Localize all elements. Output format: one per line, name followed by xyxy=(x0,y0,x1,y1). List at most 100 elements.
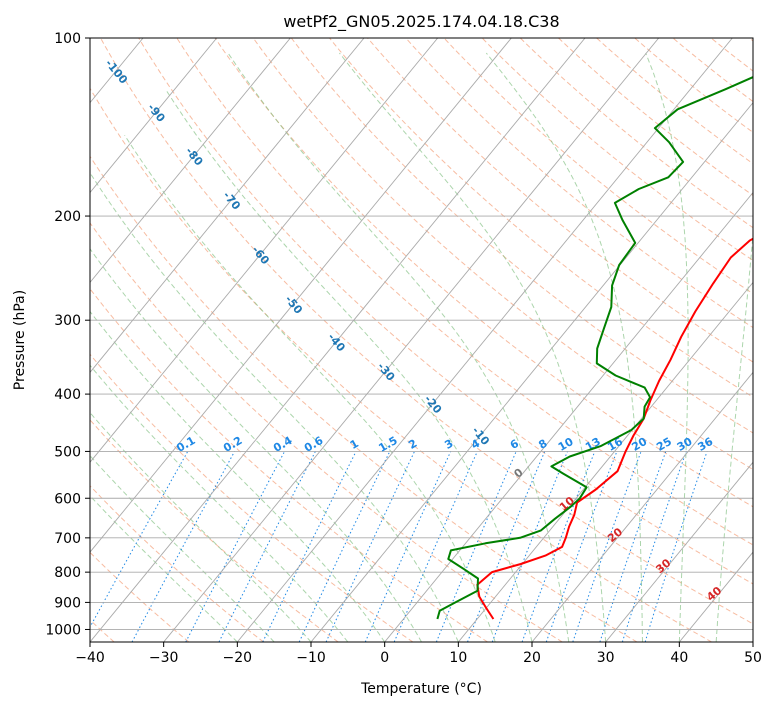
plot-area: -100-90-80-70-60-50-40-30-20-100.1 0.2 0.4… xyxy=(0,38,753,642)
isotherm-line xyxy=(605,461,753,642)
dry-adiabat xyxy=(90,155,638,642)
x-tick-label: 40 xyxy=(670,650,688,666)
wetbulb-label: 40 xyxy=(704,584,724,604)
dewpoint-line xyxy=(436,76,753,620)
mixing-ratio-line xyxy=(644,451,708,642)
isotherm-line xyxy=(236,38,733,642)
x-tick-label: 30 xyxy=(597,650,615,666)
moist-adiabat xyxy=(90,364,349,642)
isotherm-line xyxy=(90,38,439,463)
mixing-ratio-line xyxy=(599,451,667,642)
mixing-ratio-line xyxy=(467,451,546,642)
y-axis-label: Pressure (hPa) xyxy=(12,290,28,390)
dry-adiabat xyxy=(558,38,753,197)
dry-adiabat xyxy=(90,551,190,642)
y-tick-label: 400 xyxy=(54,387,81,403)
moist-adiabat xyxy=(339,52,607,642)
y-tick-label: 300 xyxy=(54,313,81,329)
isotherm-line xyxy=(163,38,660,642)
x-tick-label: 10 xyxy=(449,650,467,666)
dry-adiabat xyxy=(138,38,753,585)
plot-frame xyxy=(89,37,754,643)
mixing-ratio-line xyxy=(491,451,568,642)
y-tick-label: 900 xyxy=(54,595,81,611)
x-tick-label: 50 xyxy=(744,650,762,666)
moist-adiabat xyxy=(645,52,689,642)
isotherm-line xyxy=(678,551,753,642)
y-tick-label: 500 xyxy=(54,444,81,460)
isotherm-line xyxy=(90,38,291,284)
moist-adiabat xyxy=(227,52,570,642)
dry-adiabat xyxy=(176,38,753,546)
mixing-ratio-line xyxy=(131,451,236,642)
y-tick-label: 700 xyxy=(54,531,81,547)
dry-adiabat xyxy=(90,222,563,642)
wetbulb-label: 30 xyxy=(653,556,673,576)
dry-adiabats xyxy=(90,38,753,642)
mixing-ratio-line xyxy=(90,451,189,629)
isotherm-line xyxy=(90,38,218,194)
dry-adiabat xyxy=(90,288,488,642)
isotherm-line xyxy=(457,281,753,642)
x-tick-label: −20 xyxy=(223,650,253,666)
mixing-ratio-line xyxy=(545,451,618,642)
dry-adiabat xyxy=(481,38,753,262)
y-tick-label: 800 xyxy=(54,565,81,581)
dry-adiabat xyxy=(90,419,339,642)
moist-adiabat xyxy=(485,52,643,642)
mixing-ratio-line xyxy=(262,451,357,642)
temperature-line xyxy=(476,237,753,620)
mixing-ratio-line xyxy=(364,451,452,642)
moist-adiabat xyxy=(90,454,275,642)
dry-adiabat xyxy=(367,38,753,363)
mixing-ratio-line xyxy=(185,451,286,642)
isotherm-line xyxy=(384,191,753,642)
isotherm-line xyxy=(90,38,586,642)
moist-adiabat xyxy=(715,228,753,642)
mixing-ratio-line xyxy=(435,451,517,642)
x-axis-label: Temperature (°C) xyxy=(360,681,482,697)
moist-adiabat xyxy=(90,310,386,642)
dry-adiabat xyxy=(214,38,753,508)
moist-adiabat xyxy=(90,247,422,642)
isotherm-line xyxy=(531,371,753,642)
dry-adiabat xyxy=(405,38,753,329)
dry-adiabat xyxy=(90,485,264,642)
mixing-ratio-line xyxy=(621,451,687,642)
x-axis-ticks: −40 −30 −20 −10 0 10 20 30 40 50 xyxy=(75,642,762,666)
moist-adiabat xyxy=(90,411,312,642)
mixing-ratio-label: 3 xyxy=(442,437,455,452)
mixing-ratio-label: 30 xyxy=(675,435,695,454)
chart-title: wetPf2_GN05.2025.174.04.18.C38 xyxy=(283,12,559,32)
mixing-ratio-line xyxy=(298,451,391,642)
mixing-ratio-label: 8 xyxy=(536,437,549,452)
x-tick-label: −40 xyxy=(75,650,105,666)
y-axis-ticks: 100 200 300 400 500 600 700 800 900 1000 xyxy=(45,31,90,638)
isobar-gridlines xyxy=(90,38,753,630)
isotherm-line xyxy=(0,38,69,642)
isotherm-line xyxy=(90,38,365,374)
isotherm-line xyxy=(752,641,753,642)
y-tick-label: 600 xyxy=(54,491,81,507)
mixing-ratio-line xyxy=(218,451,316,642)
y-tick-label: 1000 xyxy=(45,622,81,638)
x-tick-label: −30 xyxy=(149,650,179,666)
x-tick-label: −10 xyxy=(296,650,326,666)
moist-adiabat xyxy=(164,88,533,642)
x-tick-label: 20 xyxy=(523,650,541,666)
isotherm-gridlines xyxy=(0,38,753,642)
mixing-ratio-line xyxy=(521,451,596,642)
moist-adiabat xyxy=(90,174,459,642)
mixing-ratio-line xyxy=(572,451,642,642)
y-tick-label: 100 xyxy=(54,31,81,47)
dry-adiabat xyxy=(710,38,753,72)
wetbulb-label: 20 xyxy=(605,525,625,545)
dry-adiabat xyxy=(329,38,753,398)
dry-adiabat xyxy=(252,38,753,471)
dry-adiabat xyxy=(90,353,414,642)
dry-adiabat xyxy=(100,38,753,625)
moist-adiabat xyxy=(90,495,238,642)
isotherm-line xyxy=(90,38,512,553)
mixing-ratio-label: 2 xyxy=(406,437,419,452)
